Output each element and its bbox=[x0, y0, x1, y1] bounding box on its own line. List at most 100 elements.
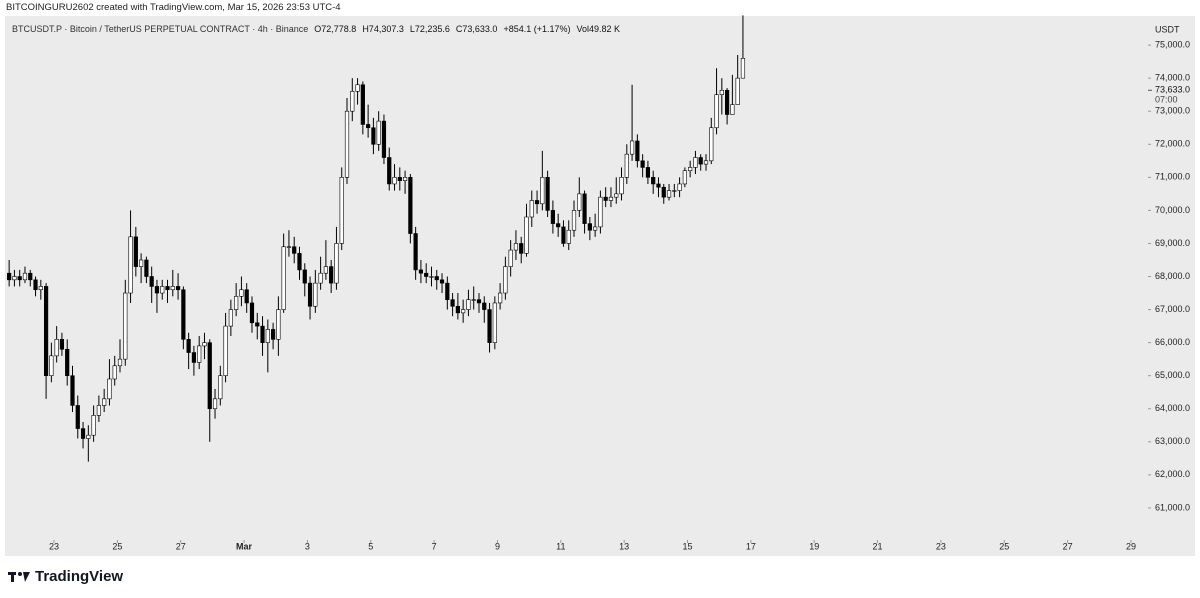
candle-body bbox=[466, 299, 471, 310]
candle-body bbox=[677, 183, 682, 191]
candle-body bbox=[719, 89, 724, 95]
candle-body bbox=[329, 266, 334, 284]
x-tick-label: 25 bbox=[112, 541, 122, 551]
candle-body bbox=[566, 229, 571, 244]
candle-body bbox=[376, 120, 381, 145]
candle-body bbox=[366, 124, 371, 129]
candle-body bbox=[424, 272, 429, 277]
legend-value: +854.1 (+1.17%) bbox=[503, 24, 571, 34]
candle-body bbox=[571, 210, 577, 231]
candle-body bbox=[381, 120, 387, 158]
candle-body bbox=[175, 286, 181, 291]
x-tick-label: Mar bbox=[236, 541, 253, 551]
candle-body bbox=[223, 325, 228, 376]
x-tick-label: 19 bbox=[809, 541, 819, 551]
candle-body bbox=[392, 177, 397, 185]
x-tick-label: 11 bbox=[556, 541, 565, 551]
candle-body bbox=[439, 279, 445, 284]
candle-body bbox=[508, 249, 513, 267]
last-price-label: 73,633.0 bbox=[1155, 85, 1190, 95]
candle-body bbox=[682, 170, 687, 185]
candle-body bbox=[703, 160, 709, 165]
candle-body bbox=[513, 243, 519, 251]
footer-logo: TradingView bbox=[8, 568, 123, 585]
candle-body bbox=[22, 272, 28, 281]
candle-body bbox=[519, 243, 524, 254]
y-tick-label: 74,000.0 bbox=[1155, 73, 1190, 83]
candle-body bbox=[49, 355, 54, 376]
y-tick-label: 62,000.0 bbox=[1155, 469, 1190, 479]
candle-body bbox=[487, 309, 492, 343]
candle-body bbox=[640, 160, 645, 168]
y-tick-label: 71,000.0 bbox=[1155, 172, 1190, 182]
candle-body bbox=[107, 378, 112, 400]
candle-body bbox=[292, 246, 297, 254]
candle-body bbox=[482, 302, 487, 310]
legend-value: Vol49.82 K bbox=[576, 24, 621, 34]
candle-body bbox=[307, 282, 313, 307]
candle-body bbox=[371, 127, 376, 145]
candle-body bbox=[698, 157, 703, 165]
candle-body bbox=[740, 58, 746, 79]
y-tick-label: 70,000.0 bbox=[1155, 205, 1190, 215]
x-tick-label: 27 bbox=[176, 541, 186, 551]
logo-icon bbox=[8, 571, 30, 582]
candle-body bbox=[545, 177, 550, 211]
candle-body bbox=[70, 375, 75, 406]
candle-body bbox=[302, 269, 307, 284]
candle-body bbox=[476, 299, 482, 304]
candle-body bbox=[197, 345, 202, 363]
candle-body bbox=[455, 305, 460, 314]
candle-body bbox=[234, 296, 239, 310]
candle-body bbox=[276, 309, 281, 340]
candle-body bbox=[339, 177, 344, 244]
candle-body bbox=[413, 233, 418, 271]
candle-body bbox=[709, 127, 714, 162]
candle-body bbox=[355, 84, 360, 92]
candle-body bbox=[661, 186, 666, 198]
x-tick-label: 23 bbox=[936, 541, 946, 551]
x-tick-label: 7 bbox=[432, 541, 437, 551]
candle-body bbox=[244, 289, 249, 304]
candle-body bbox=[207, 342, 212, 410]
y-tick-label: 61,000.0 bbox=[1155, 502, 1190, 512]
x-tick-label: 23 bbox=[49, 541, 59, 551]
x-tick-label: 25 bbox=[999, 541, 1009, 551]
candle-body bbox=[323, 266, 328, 274]
candle-body bbox=[228, 309, 233, 327]
candle-body bbox=[281, 246, 286, 310]
candle-body bbox=[181, 289, 186, 340]
candle-body bbox=[614, 193, 619, 198]
chart-background bbox=[5, 16, 1195, 556]
candle-body bbox=[297, 253, 302, 271]
candle-body bbox=[149, 276, 154, 287]
y-tick-label: 72,000.0 bbox=[1155, 139, 1190, 149]
candle-body bbox=[693, 157, 698, 168]
candle-body bbox=[534, 200, 540, 205]
y-tick-label: 68,000.0 bbox=[1155, 271, 1190, 281]
candle-body bbox=[603, 196, 608, 201]
currency-label: USDT bbox=[1155, 24, 1180, 34]
candle-body bbox=[450, 299, 455, 307]
y-tick-label: 67,000.0 bbox=[1155, 304, 1190, 314]
x-tick-label: 13 bbox=[619, 541, 629, 551]
candle-body bbox=[218, 375, 223, 400]
candle-body bbox=[725, 89, 730, 115]
y-tick-label: 73,000.0 bbox=[1155, 106, 1190, 116]
candle-body bbox=[80, 428, 86, 439]
candle-body bbox=[492, 302, 497, 343]
candle-body bbox=[334, 243, 339, 284]
x-tick-label: 15 bbox=[683, 541, 693, 551]
x-tick-label: 29 bbox=[1126, 541, 1136, 551]
candle-body bbox=[561, 226, 566, 244]
candle-body bbox=[286, 246, 292, 248]
candle-body bbox=[33, 279, 38, 291]
y-tick-label: 64,000.0 bbox=[1155, 403, 1190, 413]
candle-body bbox=[350, 91, 355, 112]
candle-body bbox=[656, 183, 661, 188]
candle-body bbox=[170, 286, 175, 291]
candle-body bbox=[408, 177, 413, 234]
candle-body bbox=[255, 322, 260, 327]
